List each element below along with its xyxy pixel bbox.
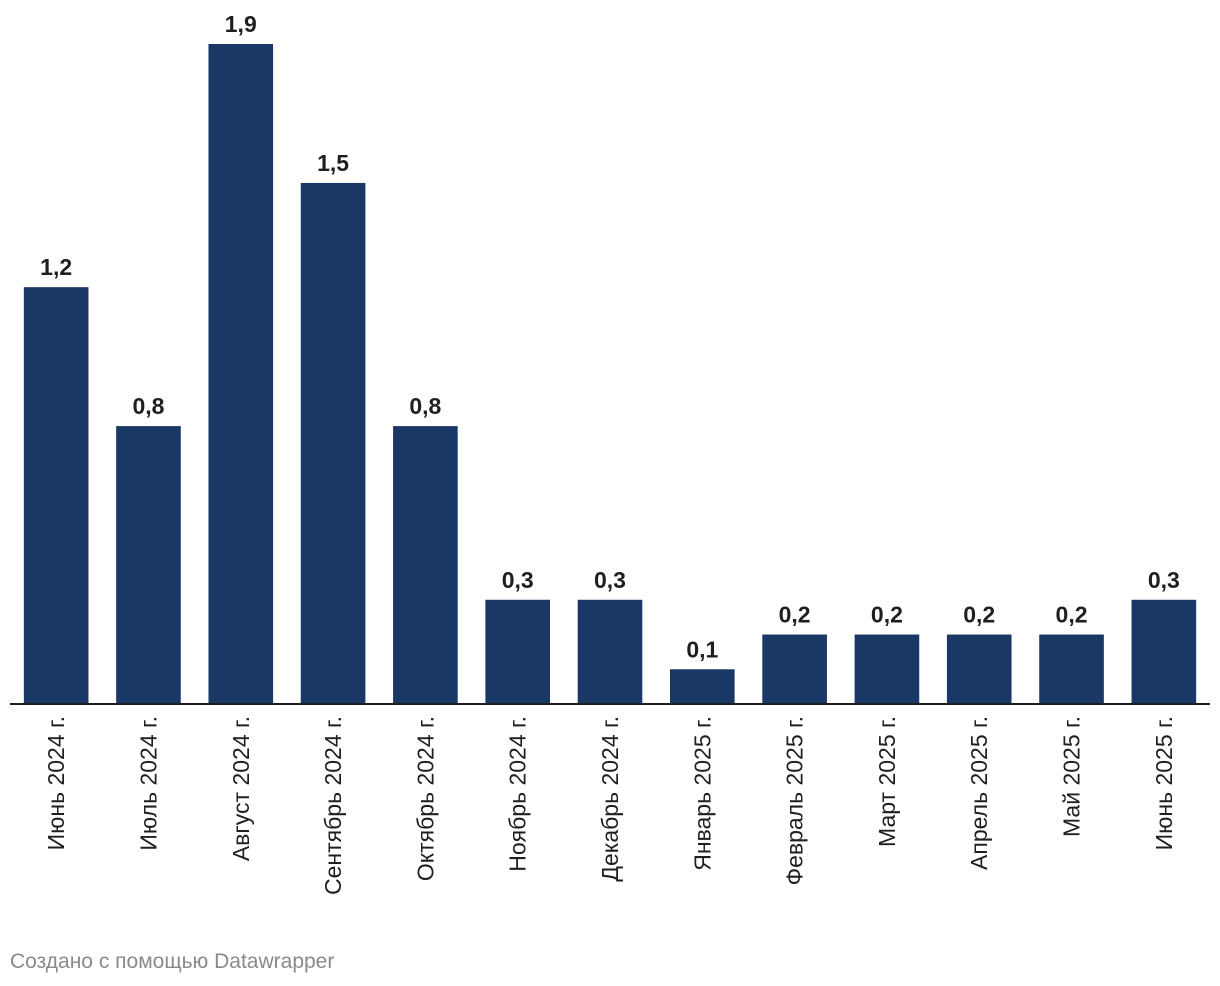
bar-value-label-6: 0,3 [502, 567, 534, 593]
bar-value-label-3: 1,9 [225, 11, 257, 37]
x-tick-label-5: Октябрь 2024 г. [412, 716, 438, 881]
datawrapper-credit: Создано с помощью Datawrapper [10, 950, 335, 973]
x-tick-label-9: Февраль 2025 г. [782, 716, 808, 885]
x-tick-label-7: Декабрь 2024 г. [597, 716, 623, 882]
bars-layer [23, 44, 1197, 704]
x-tick-labels-layer: Июнь 2024 г. Июль 2024 г. Август 2024 г. Се… [43, 716, 1177, 895]
x-tick-label-8: Январь 2025 г. [689, 716, 715, 871]
bar-3 [208, 44, 274, 704]
bar-10 [854, 634, 920, 704]
bar-value-label-7: 0,3 [594, 567, 626, 593]
value-labels-layer: 1,2 0,8 1,9 1,5 0,8 0,3 0,3 0,1 0,2 0,2 0,2 0,2 0,3 [40, 11, 1180, 662]
bar-value-label-12: 0,2 [1056, 602, 1088, 628]
bar-9 [762, 634, 827, 704]
bar-13 [1131, 599, 1197, 704]
bar-value-label-1: 1,2 [40, 254, 72, 280]
bar-value-label-5: 0,8 [409, 393, 441, 419]
bar-value-label-4: 1,5 [317, 150, 349, 176]
bar-value-label-8: 0,1 [686, 636, 718, 662]
x-tick-label-12: Май 2025 г. [1059, 716, 1085, 837]
x-tick-label-4: Сентябрь 2024 г. [320, 716, 346, 895]
x-tick-label-1: Июнь 2024 г. [43, 716, 69, 850]
x-tick-label-2: Июль 2024 г. [135, 716, 161, 851]
bar-4 [300, 182, 366, 704]
bar-8 [670, 669, 735, 704]
bar-1 [23, 287, 89, 704]
bar-value-label-11: 0,2 [963, 602, 995, 628]
bar-12 [1039, 634, 1104, 704]
x-tick-label-13: Июнь 2025 г. [1151, 716, 1177, 850]
x-tick-label-6: Ноябрь 2024 г. [505, 716, 531, 872]
bar-value-label-13: 0,3 [1148, 567, 1180, 593]
bar-5 [393, 426, 458, 704]
bar-11 [946, 634, 1012, 704]
bar-value-label-10: 0,2 [871, 602, 903, 628]
bar-value-label-9: 0,2 [779, 602, 811, 628]
bar-value-label-2: 0,8 [132, 393, 164, 419]
bar-6 [485, 599, 550, 704]
bar-7 [577, 599, 643, 704]
bar-2 [116, 426, 181, 704]
bar-chart: 1,20,81,91,50,80,3 0,30,10,2 0,2 0,2 0,20,3 … [10, 11, 1210, 895]
x-tick-label-3: Август 2024 г. [228, 716, 254, 861]
x-tick-label-11: Апрель 2025 г. [966, 716, 992, 870]
x-tick-label-10: Март 2025 г. [874, 716, 900, 847]
